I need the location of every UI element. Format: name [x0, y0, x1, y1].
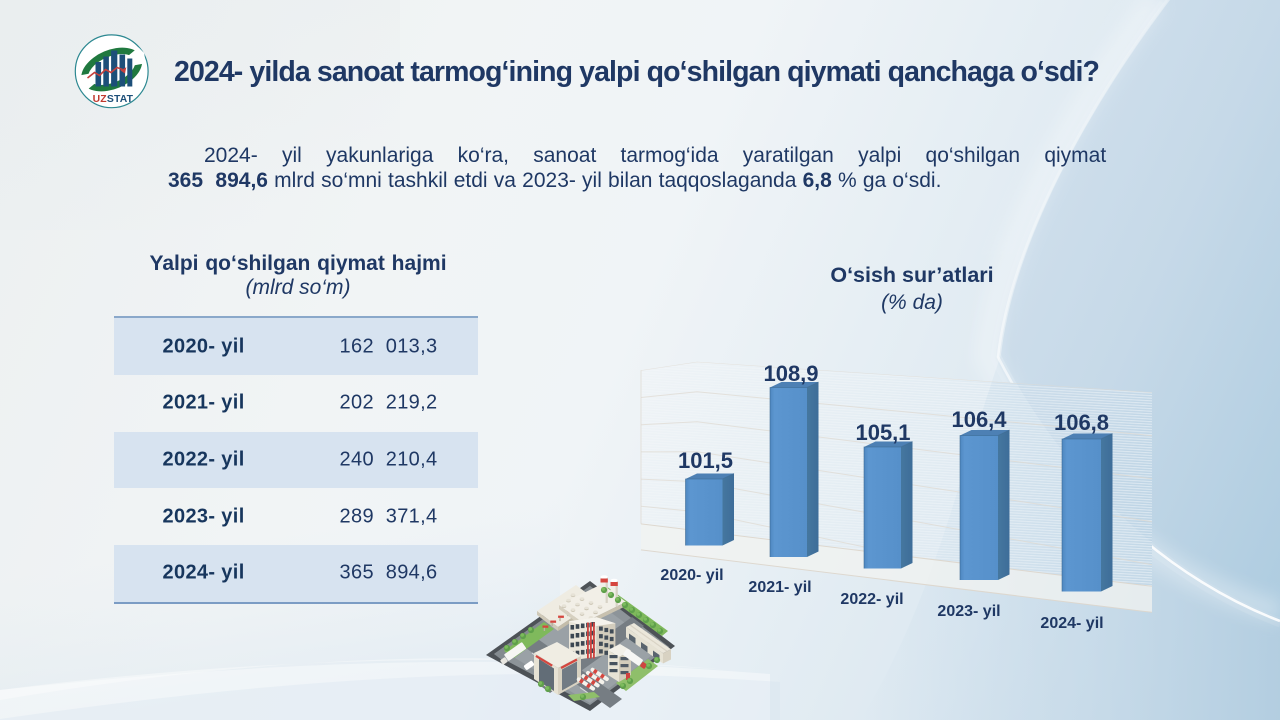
- svg-text:UZSTAT: UZSTAT: [93, 94, 134, 105]
